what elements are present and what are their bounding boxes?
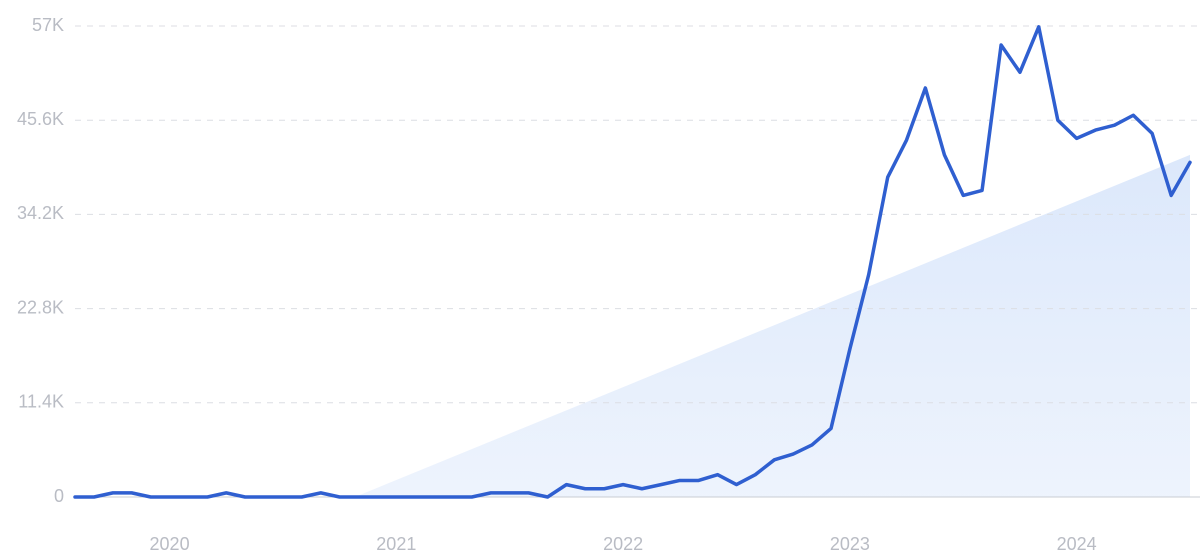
y-tick-label: 34.2K <box>17 203 64 223</box>
x-tick-label: 2022 <box>603 534 643 554</box>
y-tick-label: 0 <box>54 486 64 506</box>
y-tick-label: 57K <box>32 15 64 35</box>
y-tick-label: 22.8K <box>17 297 64 317</box>
line <box>73 25 1192 499</box>
trend-area <box>354 154 1190 497</box>
x-tick-label: 2023 <box>830 534 870 554</box>
x-tick-label: 2024 <box>1057 534 1097 554</box>
y-tick-label: 11.4K <box>18 392 64 412</box>
x-tick-label: 2020 <box>150 534 190 554</box>
x-tick-label: 2021 <box>376 534 416 554</box>
y-tick-label: 45.6K <box>17 109 64 129</box>
